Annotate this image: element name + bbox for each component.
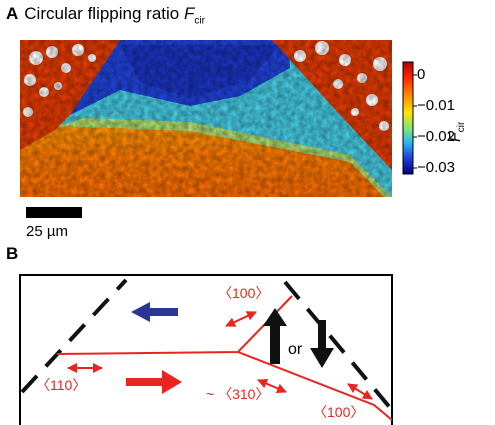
panel-a-title: A Circular flipping ratio Fcir <box>6 4 205 26</box>
scale-bar <box>26 207 82 218</box>
panel-a-letter: A <box>6 4 19 23</box>
red-arrow <box>126 370 182 394</box>
colorbar-tick-1: −0.01 <box>417 97 455 114</box>
scale-bar-label: 25 µm <box>26 223 68 240</box>
dashed-boundary-right <box>283 280 394 412</box>
label-bottom-100: 〈100〉 <box>313 404 364 420</box>
black-up-arrow <box>263 308 287 364</box>
panel-a-title-subscript: cir <box>194 15 205 27</box>
arrow-100-top <box>225 311 257 327</box>
arrow-100-bottom <box>347 383 373 400</box>
arrow-310 <box>257 378 287 394</box>
blue-arrow <box>131 302 178 322</box>
black-down-arrow <box>310 320 334 368</box>
label-110: 〈110〉 <box>36 377 86 393</box>
label-310: ~ 〈310〉 <box>206 386 269 402</box>
wall-top <box>56 295 293 355</box>
colorbar-tick-3: −0.03 <box>417 159 455 176</box>
panel-b-frame <box>19 274 393 425</box>
colorbar-tick-2: −0.02 <box>417 128 455 145</box>
panel-a-title-text: Circular flipping ratio <box>24 4 184 23</box>
label-or: or <box>288 341 303 358</box>
colorbar-tick-0: 0 <box>417 66 426 83</box>
panel-b-letter: B <box>6 244 19 263</box>
colorbar <box>402 61 414 175</box>
panel-a-title-symbol: F <box>183 4 195 23</box>
wall-bottom <box>237 351 393 421</box>
label-top-100: 〈100〉 <box>218 285 269 301</box>
dashed-boundary-left <box>20 278 128 394</box>
